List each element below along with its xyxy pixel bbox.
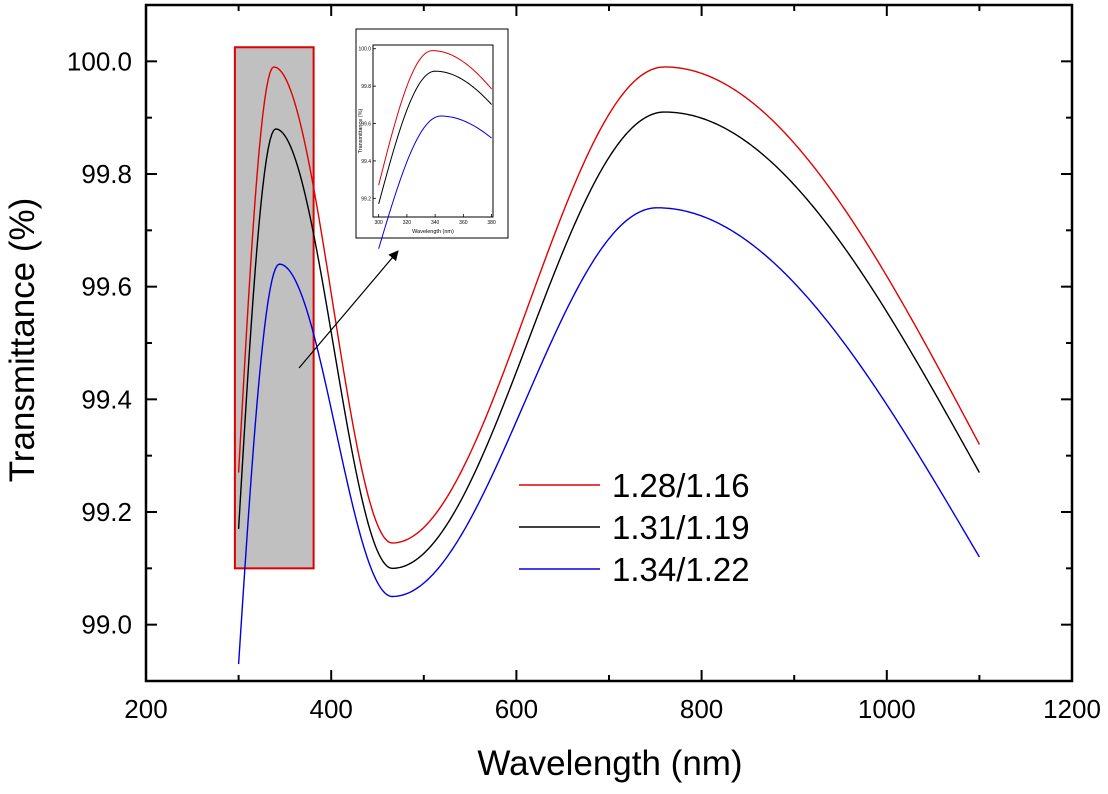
zoom-arrow [298,250,399,369]
x-tick-label: 400 [310,694,353,724]
inset-y-axis-label: Transmittance (%) [358,108,364,153]
legend-label: 1.34/1.22 [612,551,750,588]
y-tick-label: 99.6 [81,272,132,302]
inset-y-tick-label: 99.2 [361,196,371,202]
y-tick-label: 99.4 [81,384,132,414]
highlight-region [233,46,315,570]
series-line-1.31-1.19 [237,111,981,570]
series-line-1.28-1.16 [237,66,981,544]
main-plot: 200 400 600 800 1000 1200 99.0 99.2 99.4 99.6 99.8… [67,3,1101,724]
y-axis-label: Transmittance (%) [3,198,42,483]
inset-series-line-1.28-1.16 [378,50,492,186]
inset-x-tick-label: 300 [374,220,383,226]
inset-x-tick-label: 340 [431,220,440,226]
y-tick-label: 99.8 [81,159,132,189]
y-tick-label: 99.2 [81,497,132,527]
y-tick-label: 100.0 [67,46,132,76]
inset-frame [372,44,494,218]
inset-x-tick-label: 380 [487,220,496,226]
inset-x-tick-label: 360 [459,220,468,226]
inset-x-axis-label: Wavelength (nm) [412,229,454,235]
x-tick-label: 1200 [1043,694,1101,724]
x-tick-label: 800 [680,694,723,724]
inset-y-tick-label: 99.8 [361,84,371,90]
legend-label: 1.28/1.16 [612,467,750,504]
legend: 1.28/1.16 1.31/1.19 1.34/1.22 [519,467,750,588]
axis-labels: Wavelength (nm) Transmittance (%) [3,198,743,783]
x-tick-label: 200 [124,694,167,724]
inset-series-line-1.31-1.19 [378,70,492,205]
legend-label: 1.31/1.19 [612,509,750,546]
y-tick-label: 99.0 [81,610,132,640]
x-tick-label: 1000 [858,694,916,724]
inset-y-tick-label: 99.4 [361,159,371,165]
inset-plot: 300 320 340 360 380 99.2 99.4 99.6 99.8 100.0 Wave… [355,28,509,249]
x-tick-label: 600 [495,694,538,724]
inset-x-tick-label: 320 [403,220,412,226]
series-line-1.34-1.22 [237,207,981,665]
inset-y-tick-label: 100.0 [358,47,371,53]
inset-background [355,28,509,239]
inset-series-line-1.34-1.22 [378,115,492,249]
x-axis-label: Wavelength (nm) [477,744,742,783]
inset-y-tick-label: 99.6 [361,122,371,128]
